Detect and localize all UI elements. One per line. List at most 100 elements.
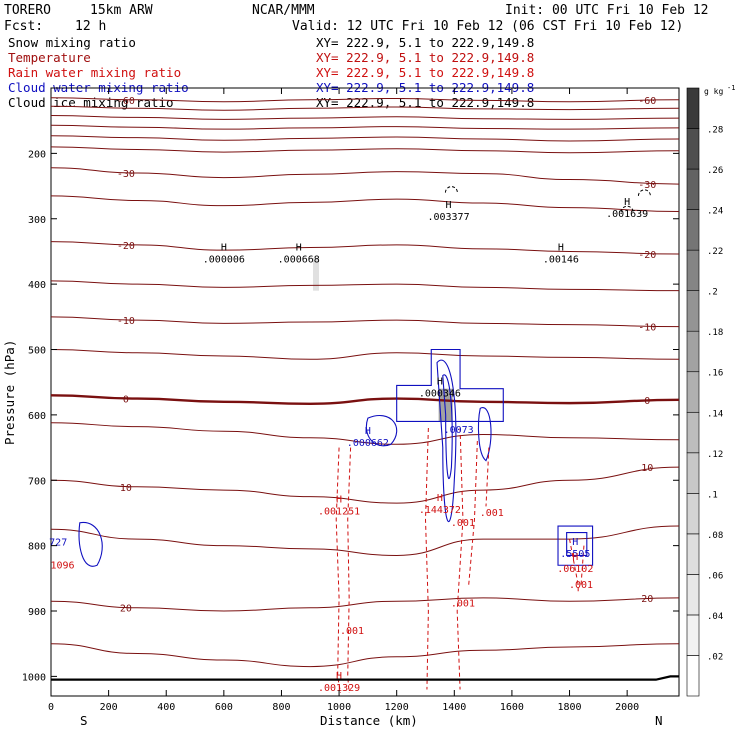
cloud-water-contour <box>442 374 453 480</box>
north-label: N <box>655 713 663 728</box>
colorbar-tick-label: .1 <box>707 490 718 500</box>
cloud-water-contour <box>566 532 588 556</box>
colorbar-tick-label: .22 <box>707 247 723 257</box>
contour-value-label: 1096 <box>50 561 74 572</box>
terrain-line <box>51 675 679 681</box>
x-tick-label: 400 <box>157 702 175 713</box>
temperature-contour <box>50 643 680 668</box>
temperature-contour-label: 20 <box>120 604 132 615</box>
contour-layer: -60 -60-30-30-20-20-10-100 010102020H.0000… <box>49 96 680 694</box>
y-tick-label: 200 <box>28 149 46 160</box>
colorbar-tick-label: .26 <box>707 166 723 176</box>
colorbar-tick-label: .04 <box>707 612 723 622</box>
maximum-marker: H <box>221 243 227 254</box>
colorbar-segment <box>686 614 700 656</box>
temperature-contour-label: 20 <box>641 594 653 605</box>
maximum-marker: H <box>365 426 371 437</box>
cloud-water-contour <box>477 407 492 462</box>
colorbar-segment <box>686 209 700 251</box>
cloud-water-contour <box>78 522 103 567</box>
temperature-contour <box>50 422 680 445</box>
y-tick-label: 700 <box>28 476 46 487</box>
colorbar-segment <box>686 371 700 413</box>
rain-water-contour <box>468 441 478 585</box>
contour-value-label: .001 <box>480 508 504 519</box>
temperature-contour-label: -60 <box>638 96 656 107</box>
field-name: Snow mixing ratio <box>8 35 136 50</box>
x-tick-label: 1800 <box>557 702 581 713</box>
field-name: Rain water mixing ratio <box>8 65 181 80</box>
colorbar-segment <box>686 249 700 291</box>
maximum-value-label: .001251 <box>318 506 360 517</box>
colorbar-segment <box>686 493 700 535</box>
rain-water-contour <box>347 447 352 693</box>
colorbar-tick-label: .12 <box>707 450 723 460</box>
y-tick-label: 800 <box>28 542 46 553</box>
temperature-contour-label: -20 <box>638 250 656 261</box>
fcst-label: Fcst: <box>4 19 43 34</box>
rain-water-contour <box>335 447 342 693</box>
maximum-marker: H <box>296 243 302 254</box>
colorbar-segment <box>686 128 700 170</box>
field-name: Temperature <box>8 50 91 65</box>
snow-shading <box>438 388 453 422</box>
contour-value-label: .001 <box>340 626 364 637</box>
center-name: NCAR/MMM <box>252 3 315 18</box>
temperature-contour-label: 0 <box>644 396 650 407</box>
valid-time: Valid: 12 UTC Fri 10 Feb 12 (06 CST Fri … <box>292 19 683 34</box>
maximum-value-label: .003377 <box>427 212 469 223</box>
contour-value-label: .001 <box>451 518 475 529</box>
maximum-value-label: .000006 <box>203 255 245 266</box>
contour-value-label: .001 <box>569 580 593 591</box>
colorbar-segment <box>686 87 700 129</box>
temperature-contour <box>50 146 680 154</box>
field-xy: XY= 222.9, 5.1 to 222.9,149.8 <box>316 35 534 50</box>
temperature-contour-label: -30 <box>117 169 135 180</box>
south-label: S <box>80 713 88 728</box>
maximum-value-label: .000662 <box>347 438 389 449</box>
init-time: Init: 00 UTC Fri 10 Feb 12 <box>505 3 709 18</box>
field-xy: XY= 222.9, 5.1 to 222.9,149.8 <box>316 50 534 65</box>
maximum-value-label: .000346 <box>419 389 461 400</box>
header: TORERO 15km ARW NCAR/MMM Init: 00 UTC Fr… <box>4 3 709 34</box>
x-tick-label: 200 <box>100 702 118 713</box>
temperature-contour <box>50 241 680 255</box>
maximum-value-label: .5505 <box>560 549 590 560</box>
colorbar-tick-label: .16 <box>707 369 723 379</box>
cloud-water-contour <box>396 348 504 422</box>
maximum-marker: H <box>572 552 578 563</box>
temperature-contour <box>50 597 680 612</box>
field-name: Cloud ice mixing ratio <box>8 95 174 110</box>
x-tick-label: 1600 <box>500 702 524 713</box>
cloud-water-contour <box>436 359 457 522</box>
temperature-contour-label: -10 <box>638 323 656 334</box>
temperature-contour <box>50 195 680 213</box>
cloud-water-contour <box>365 415 398 447</box>
maximum-marker: H <box>558 243 564 254</box>
maximum-marker: H <box>336 494 342 505</box>
colorbar-segment <box>686 452 700 494</box>
maximum-value-label: .00146 <box>543 255 579 266</box>
x-tick-label: 800 <box>272 702 290 713</box>
snow-shading <box>313 257 320 291</box>
y-tick-label: 600 <box>28 411 46 422</box>
x-tick-label: 1200 <box>385 702 409 713</box>
colorbar-unit: g kg <box>704 87 723 96</box>
maximum-value-label: .06102 <box>557 564 593 575</box>
contour-value-label: .0073 <box>444 425 474 436</box>
x-tick-label: 600 <box>215 702 233 713</box>
maximum-marker: H <box>446 200 452 211</box>
model-resolution: 15km ARW <box>90 3 153 18</box>
temperature-contour <box>50 525 680 556</box>
colorbar-tick-label: .24 <box>707 207 723 217</box>
x-tick-label: 2000 <box>615 702 639 713</box>
temperature-contour <box>50 105 680 111</box>
cloud-water-contour <box>557 525 594 566</box>
maximum-value-label: .144372 <box>419 505 461 516</box>
maximum-marker: H <box>336 671 342 682</box>
colorbar: .02 .04 .06 .08 .1 .12 .14 .16 .18 .2 .22 .24 .26 .28 <box>686 87 723 697</box>
maximum-value-label: .001329 <box>318 683 360 694</box>
x-axis-title: Distance (km) <box>320 713 418 728</box>
temperature-contour-label: -30 <box>638 180 656 191</box>
